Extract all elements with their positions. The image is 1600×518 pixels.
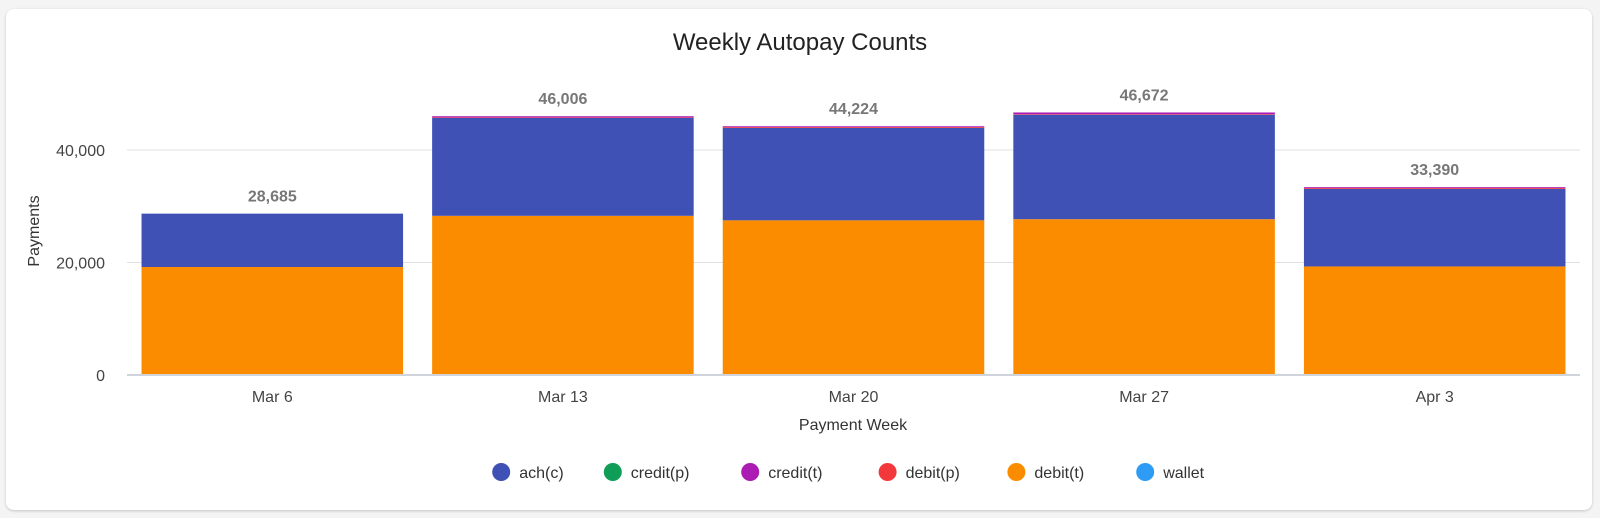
total-label: 46,006	[538, 91, 587, 108]
x-tick-label: Apr 3	[1416, 389, 1454, 406]
bar-segment-creditt[interactable]	[1303, 187, 1566, 189]
total-labels: 28,685 46,006 44,224 46,672 33,390	[248, 87, 1459, 205]
bar-segment-debitp[interactable]	[432, 117, 694, 118]
bar-segment-debitp[interactable]	[1013, 114, 1275, 115]
y-axis-title: Payments	[26, 195, 43, 266]
y-tick-label: 40,000	[56, 143, 105, 160]
bar-segment-achc[interactable]	[432, 117, 694, 216]
x-axis-title: Payment Week	[799, 417, 908, 434]
bars	[141, 112, 1566, 375]
bar-segment-creditt[interactable]	[722, 126, 985, 128]
x-tick-label: Mar 6	[252, 389, 293, 406]
legend-item-creditt[interactable]: credit(t)	[741, 463, 822, 482]
legend-label: wallet	[1162, 465, 1204, 482]
legend-swatch	[603, 463, 622, 481]
bar-segment-achc[interactable]	[722, 127, 985, 221]
bar-segment-creditt[interactable]	[432, 116, 694, 118]
legend: ach(c) credit(p) credit(t) debit(p) debit(t)…	[492, 463, 1205, 482]
legend-label: credit(t)	[768, 465, 822, 482]
legend-swatch	[492, 463, 511, 481]
bar-segment-achc[interactable]	[1303, 188, 1566, 267]
bar-segment-creditt[interactable]	[1013, 112, 1275, 115]
bar-segment-debitp[interactable]	[1303, 188, 1566, 189]
legend-label: debit(t)	[1034, 465, 1084, 482]
legend-swatch	[878, 463, 897, 481]
legend-label: debit(p)	[906, 465, 960, 482]
legend-item-wallet[interactable]: wallet	[1136, 463, 1205, 482]
bar-segment-achc[interactable]	[1013, 114, 1275, 220]
legend-label: credit(p)	[631, 465, 690, 482]
chart-title: Weekly Autopay Counts	[673, 29, 927, 56]
bar-segment-debitt[interactable]	[722, 220, 985, 375]
total-label: 46,672	[1120, 87, 1169, 104]
bar-segment-debitt[interactable]	[432, 215, 694, 375]
bar-segment-debitt[interactable]	[1303, 266, 1566, 375]
legend-item-creditp[interactable]: credit(p)	[603, 463, 690, 482]
bar-segment-debitp[interactable]	[722, 127, 985, 128]
axes: 0 20,000 40,000 Mar 6 Mar 13 Mar 20 Mar 27 Apr …	[56, 143, 1580, 406]
bar-segment-debitt[interactable]	[1013, 219, 1275, 375]
legend-swatch	[1136, 463, 1155, 481]
legend-swatch	[1007, 463, 1026, 481]
legend-item-achc[interactable]: ach(c)	[492, 463, 564, 482]
bar-segment-debitt[interactable]	[141, 267, 404, 375]
total-label: 33,390	[1410, 162, 1459, 179]
bar-segment-achc[interactable]	[141, 213, 404, 267]
x-tick-label: Mar 20	[829, 389, 879, 406]
y-tick-label: 0	[96, 368, 105, 385]
total-label: 28,685	[248, 189, 297, 206]
x-tick-label: Mar 13	[538, 389, 588, 406]
legend-item-debitp[interactable]: debit(p)	[878, 463, 960, 482]
legend-label: ach(c)	[519, 465, 563, 482]
total-label: 44,224	[829, 101, 878, 118]
x-tick-label: Mar 27	[1119, 389, 1169, 406]
legend-item-debitt[interactable]: debit(t)	[1007, 463, 1084, 482]
y-tick-label: 20,000	[56, 256, 105, 273]
legend-swatch	[741, 463, 760, 481]
